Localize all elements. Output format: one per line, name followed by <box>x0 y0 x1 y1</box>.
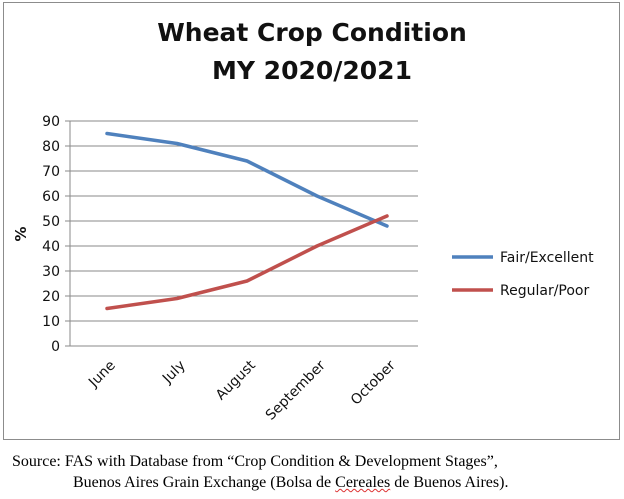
gridlines <box>70 120 418 322</box>
series-line <box>105 214 389 311</box>
source-note-line2: Buenos Aires Grain Exchange (Bolsa de Ce… <box>73 473 624 493</box>
source-note-line1: Source: FAS with Database from “Crop Con… <box>12 453 498 470</box>
y-tick-label: 90 <box>42 114 60 130</box>
y-tick-label: 50 <box>42 214 60 230</box>
y-axis-label: % <box>12 226 30 241</box>
legend: Fair/Excellent Regular/Poor <box>452 250 594 299</box>
series-lines <box>105 131 389 311</box>
line-chart: 0 10 20 30 40 50 60 70 80 90 June July August Septem… <box>12 114 594 424</box>
y-tick-label: 40 <box>42 239 60 255</box>
y-tick-label: 60 <box>42 189 60 205</box>
axes <box>65 120 418 347</box>
y-tick-label: 20 <box>42 289 60 305</box>
y-tick-label: 70 <box>42 164 60 180</box>
x-tick-label: October <box>348 357 399 408</box>
y-tick-label: 0 <box>51 339 60 355</box>
x-tick-labels: June July August September October <box>85 357 399 423</box>
legend-label: Regular/Poor <box>500 283 589 299</box>
source-note-line2-b: Cereales <box>335 474 391 491</box>
y-tick-label: 10 <box>42 314 60 330</box>
x-tick-label: September <box>263 357 329 423</box>
x-tick-label: July <box>159 358 189 388</box>
x-tick-label: June <box>85 358 119 392</box>
source-note-line2-c: de Buenos Aires). <box>390 474 509 491</box>
chart-subtitle: MY 2020/2021 <box>212 56 412 85</box>
x-tick-label: August <box>213 357 259 403</box>
y-tick-label: 80 <box>42 139 60 155</box>
y-tick-labels: 0 10 20 30 40 50 60 70 80 90 <box>42 114 60 355</box>
source-note-line2-a: Buenos Aires Grain Exchange (Bolsa de <box>73 474 336 491</box>
legend-label: Fair/Excellent <box>500 250 594 266</box>
y-tick-label: 30 <box>42 264 60 280</box>
chart-title: Wheat Crop Condition <box>157 18 467 47</box>
series-line <box>105 131 389 228</box>
